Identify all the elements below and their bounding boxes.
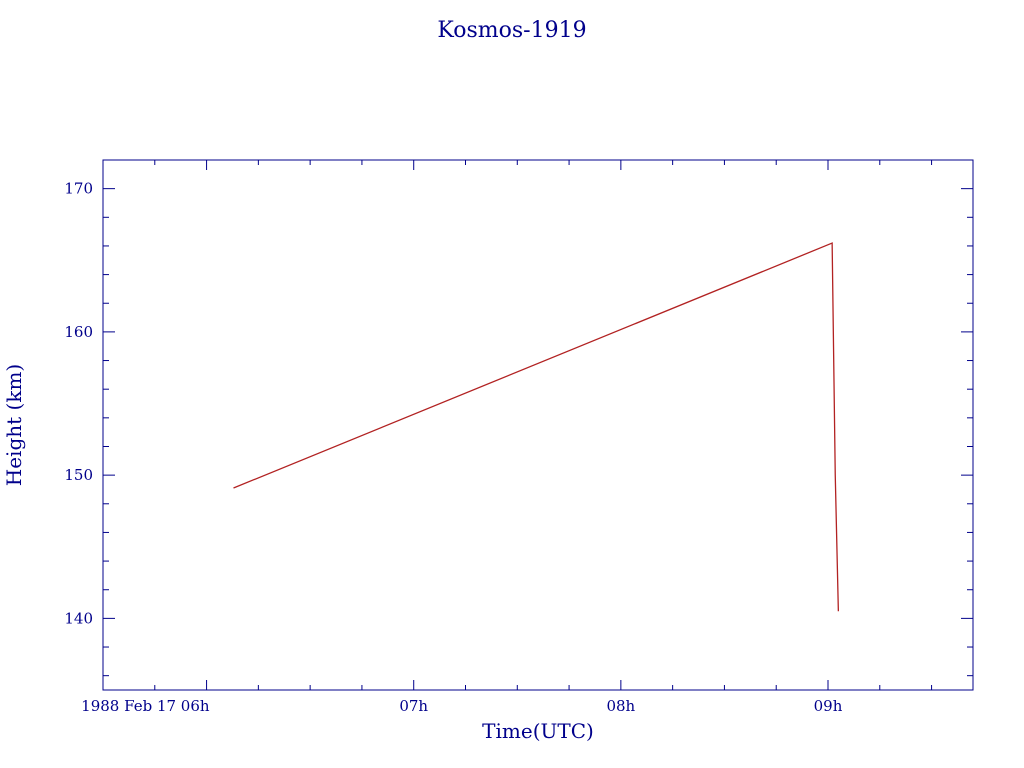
x-tick-label: 07h (399, 697, 428, 715)
y-tick-label: 170 (64, 180, 93, 198)
y-tick-label: 160 (64, 323, 93, 341)
series-line (233, 242, 840, 612)
y-tick-label: 140 (64, 609, 93, 627)
y-axis: 140 150 160 170 (64, 159, 973, 677)
y-axis-label: Height (km) (2, 364, 26, 486)
x-axis-label: Time(UTC) (482, 719, 594, 743)
x-axis: 1988 Feb 17 06h 07h 08h 09h (81, 160, 933, 715)
x-tick-label: 1988 Feb 17 06h (81, 697, 210, 715)
x-tick-label: 08h (606, 697, 635, 715)
series-layer (233, 242, 840, 612)
x-tick-label: 09h (814, 697, 843, 715)
plot-frame (102, 159, 974, 691)
chart-title: Kosmos-1919 (437, 18, 586, 43)
y-tick-label: 150 (64, 466, 93, 484)
